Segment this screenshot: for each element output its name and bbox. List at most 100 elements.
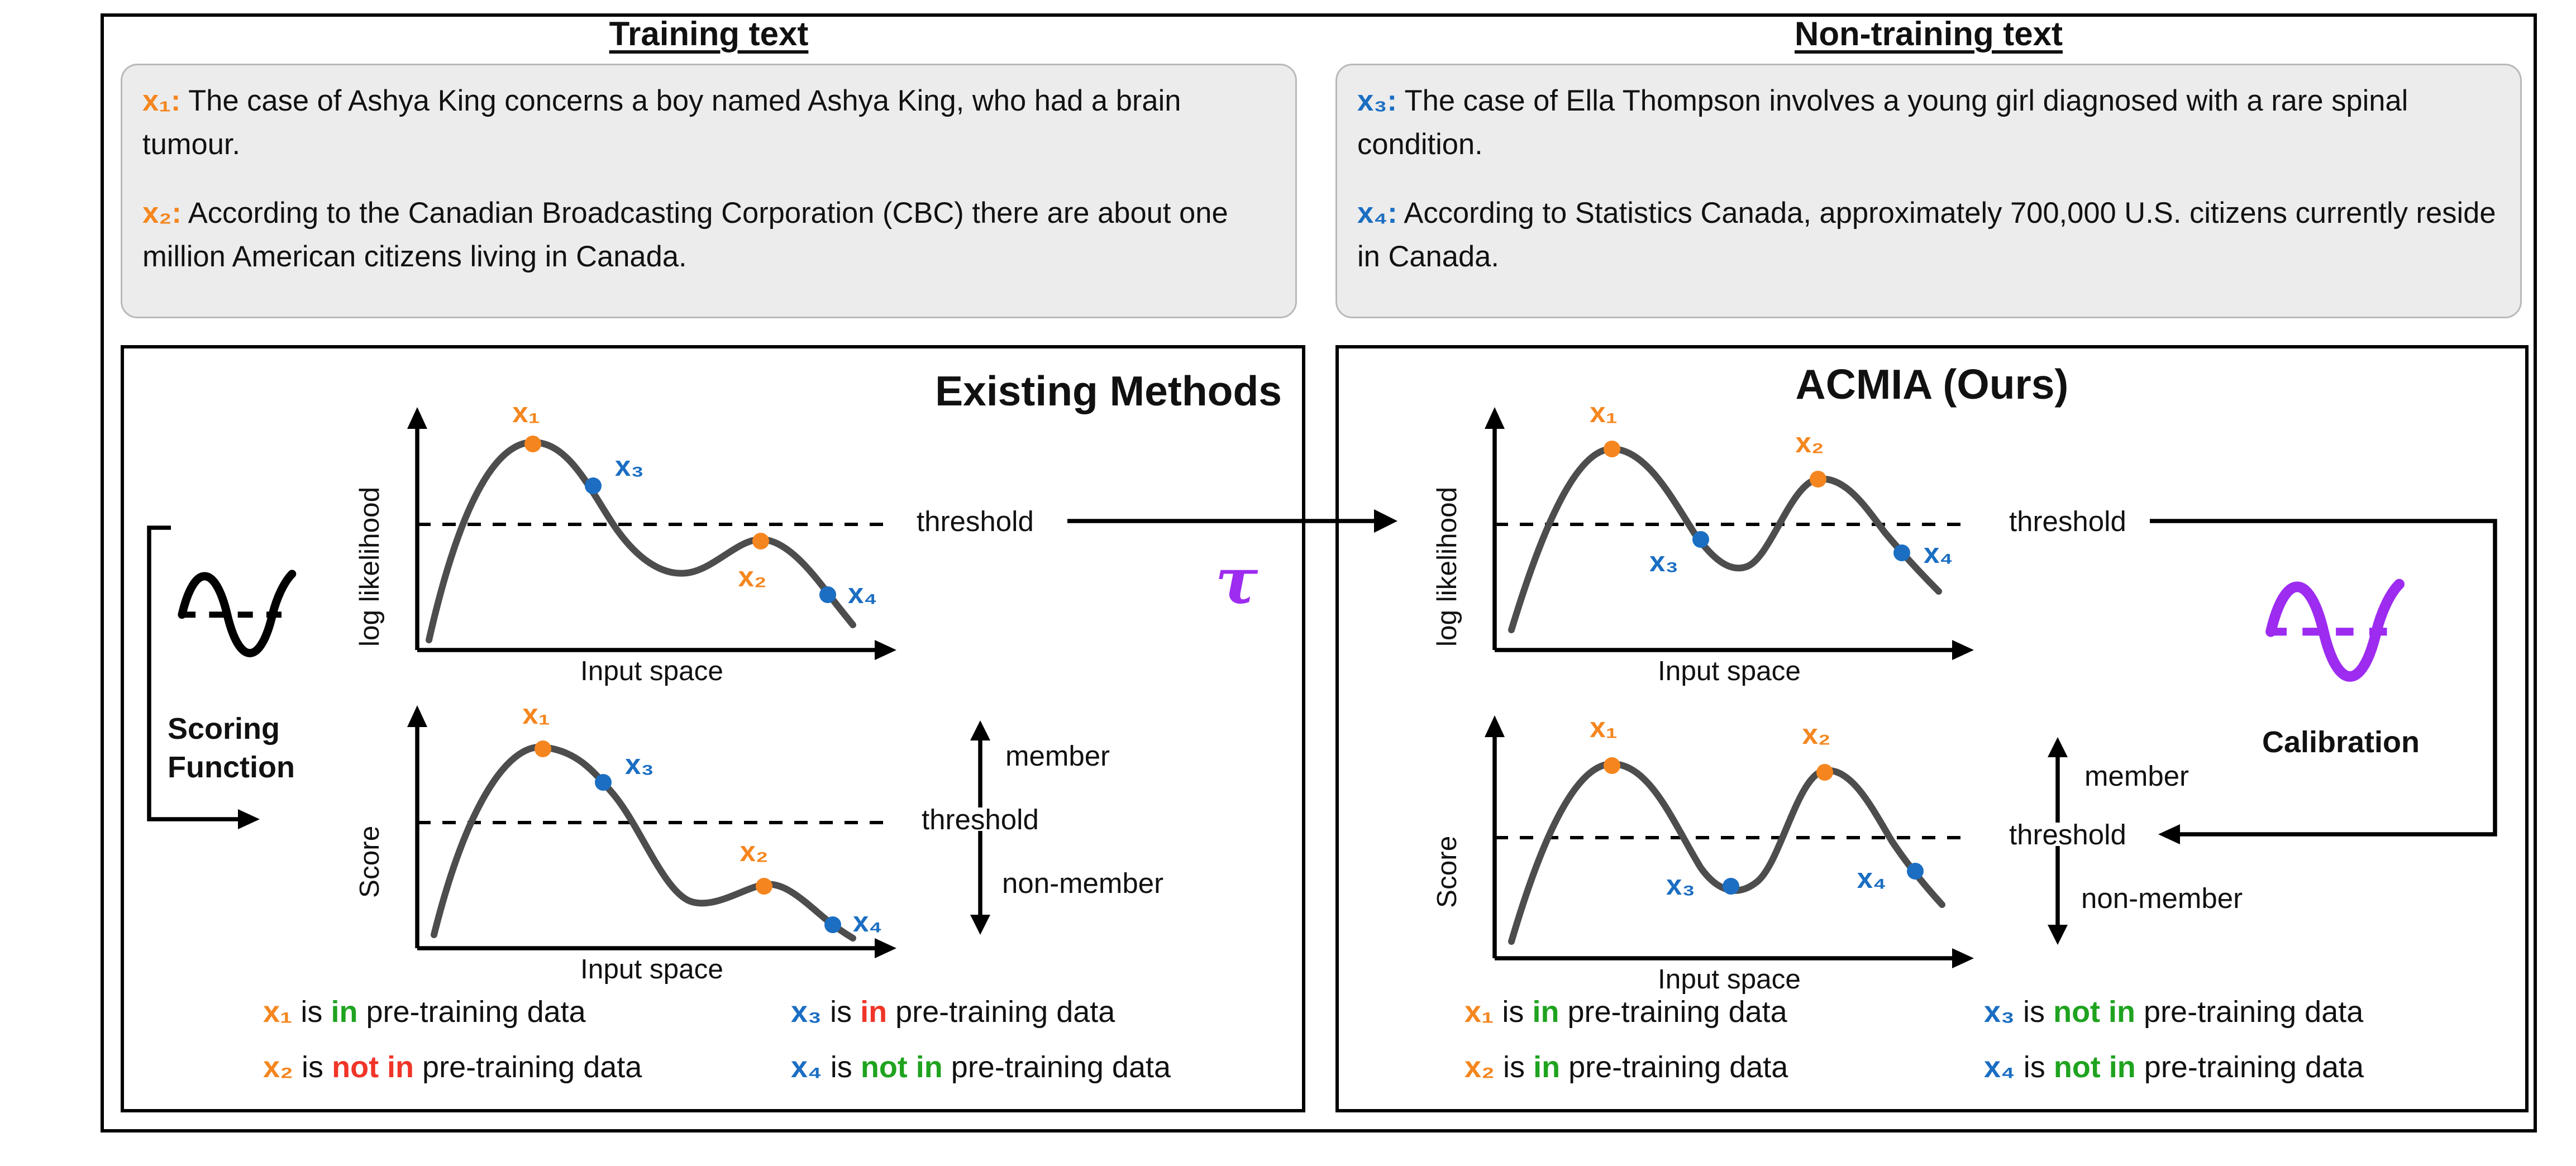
existing-loglikelihood-chart: log likelihood x₁ x₃ x₂ x₄ Input space (354, 396, 896, 686)
conclusion-post: pre-training data (414, 1050, 642, 1084)
conclusion-post: pre-training data (1559, 995, 1787, 1029)
sine-wave (2265, 579, 2405, 682)
point-label-x1: x₁ (1590, 711, 1617, 743)
conclusion-post: pre-training data (1560, 1050, 1788, 1084)
conclusion-verdict: not in (332, 1050, 414, 1084)
x-axis-label: Input space (1658, 964, 1801, 995)
point-label-x1: x₁ (522, 698, 550, 730)
acmia-panel: ACMIA (Ours) log likelihood x₁ x₃ x₂ x₄ … (1335, 345, 2529, 1112)
conclusion-post: pre-training data (2135, 1050, 2364, 1084)
conclusion-post: pre-training data (887, 995, 1115, 1029)
point-x2 (1816, 764, 1833, 781)
conclusion-subject: x₂ (263, 1050, 294, 1084)
x-axis-label: Input space (580, 954, 723, 985)
conclusion-x1: x₁ is in pre-training data (1464, 995, 1787, 1030)
conclusion-subject: x₄ (1984, 1050, 2015, 1084)
x-axis-arrow-icon (875, 938, 896, 958)
x2-marker: x₂: (142, 195, 182, 229)
acmia-loglikelihood-chart: log likelihood x₁ x₃ x₂ x₄ Input space (1432, 396, 1974, 686)
conclusion-verdict: not in (2053, 995, 2136, 1029)
scoring-label-line1: Scoring (168, 712, 280, 746)
conclusion-subject: x₃ (791, 995, 822, 1029)
point-label-x1: x₁ (512, 396, 540, 428)
point-label-x3: x₃ (615, 450, 644, 482)
scoring-function-icon (178, 570, 297, 657)
x4-sentence: According to Statistics Canada, approxim… (1357, 195, 2496, 273)
point-label-x4: x₄ (853, 906, 882, 938)
x3-marker: x₃: (1357, 84, 1397, 117)
existing-methods-panel: Existing Methods Scoring Function log li… (121, 345, 1305, 1112)
point-label-x2: x₂ (738, 561, 766, 592)
existing-score-chart: Score x₁ x₃ x₂ x₄ Input space (354, 698, 896, 985)
x-axis-label: Input space (580, 656, 723, 686)
point-label-x3: x₃ (1649, 546, 1678, 577)
x3-sentence: The case of Ella Thompson involves a you… (1357, 84, 2408, 161)
x1-marker: x₁: (142, 84, 181, 117)
y-axis-label: Score (354, 826, 385, 898)
point-label-x2: x₂ (740, 835, 768, 867)
point-x3 (595, 774, 612, 791)
conclusion-verdict: not in (2053, 1050, 2136, 1084)
y-axis-arrow-icon (407, 407, 427, 429)
conclusion-pre: is (293, 1050, 332, 1084)
point-x4 (1893, 544, 1910, 561)
x-axis-label: Input space (1658, 656, 1801, 686)
point-x4 (819, 586, 836, 603)
point-label-x3: x₃ (625, 748, 654, 780)
conclusion-x3: x₃ is not in pre-training data (1984, 995, 2363, 1030)
conclusion-subject: x₁ (1464, 995, 1494, 1029)
x1-sentence: The case of Ashya King concerns a boy na… (142, 84, 1181, 161)
conclusion-pre: is (822, 1050, 861, 1084)
likelihood-curve (426, 439, 856, 643)
training-example-1: x₁: The case of Ashya King concerns a bo… (142, 79, 1275, 167)
nontraining-text-title: Non-training text (1795, 17, 2063, 54)
sine-wave (178, 570, 297, 657)
conclusion-pre: is (2015, 1050, 2054, 1084)
scoring-label-line2: Function (168, 749, 295, 783)
point-x3 (1692, 531, 1709, 548)
acmia-title: ACMIA (Ours) (1795, 362, 2069, 409)
nontraining-example-2: x₄: According to Statistics Canada, appr… (1357, 190, 2500, 279)
score-curve (1508, 761, 1945, 945)
conclusion-subject: x₁ (263, 995, 293, 1029)
nontraining-text-box: x₃: The case of Ella Thompson involves a… (1335, 64, 2522, 318)
conclusion-x2: x₂ is in pre-training data (1464, 1050, 1788, 1086)
score-curve (431, 743, 856, 942)
conclusion-pre: is (1495, 1050, 1534, 1084)
point-x1 (535, 740, 551, 757)
member-label: member (2084, 761, 2189, 792)
conclusion-verdict: not in (860, 1050, 943, 1084)
conclusion-x1: x₁ is in pre-training data (263, 995, 586, 1030)
training-text-box: x₁: The case of Ashya King concerns a bo… (121, 64, 1297, 318)
conclusion-x2: x₂ is not in pre-training data (263, 1050, 642, 1086)
threshold-label-bottom: threshold (922, 804, 1039, 836)
calibration-icon (2265, 579, 2405, 682)
conclusion-verdict: in (860, 995, 888, 1029)
conclusion-verdict: in (331, 995, 358, 1029)
existing-methods-title: Existing Methods (935, 369, 1282, 415)
point-x1 (1604, 441, 1620, 457)
conclusion-x3: x₃ is in pre-training data (791, 995, 1115, 1030)
nonmember-label: non-member (2081, 883, 2243, 915)
conclusion-verdict: in (1532, 995, 1559, 1029)
point-x2 (752, 533, 769, 549)
conclusion-x4: x₄ is not in pre-training data (791, 1050, 1171, 1086)
y-axis-arrow-icon (1485, 407, 1505, 429)
acmia-score-chart: Score x₁ x₃ x₂ x₄ Input space (1432, 711, 1974, 995)
point-x1 (524, 436, 541, 452)
conclusion-subject: x₂ (1464, 1050, 1495, 1084)
point-label-x2: x₂ (1802, 718, 1830, 750)
likelihood-curve (1508, 446, 1942, 633)
point-label-x3: x₃ (1666, 869, 1695, 901)
threshold-label-top: threshold (917, 506, 1034, 538)
conclusion-verdict: in (1533, 1050, 1561, 1084)
y-axis-arrow-icon (1485, 715, 1505, 737)
threshold-label-bottom: threshold (2009, 819, 2126, 851)
point-label-x1: x₁ (1590, 396, 1617, 428)
conclusion-subject: x₄ (791, 1050, 822, 1084)
point-label-x2: x₂ (1795, 427, 1824, 458)
calibration-label: Calibration (2262, 725, 2420, 759)
conclusion-x4: x₄ is not in pre-training data (1984, 1050, 2364, 1086)
x-axis-arrow-icon (875, 640, 896, 660)
training-text-title: Training text (609, 17, 809, 54)
